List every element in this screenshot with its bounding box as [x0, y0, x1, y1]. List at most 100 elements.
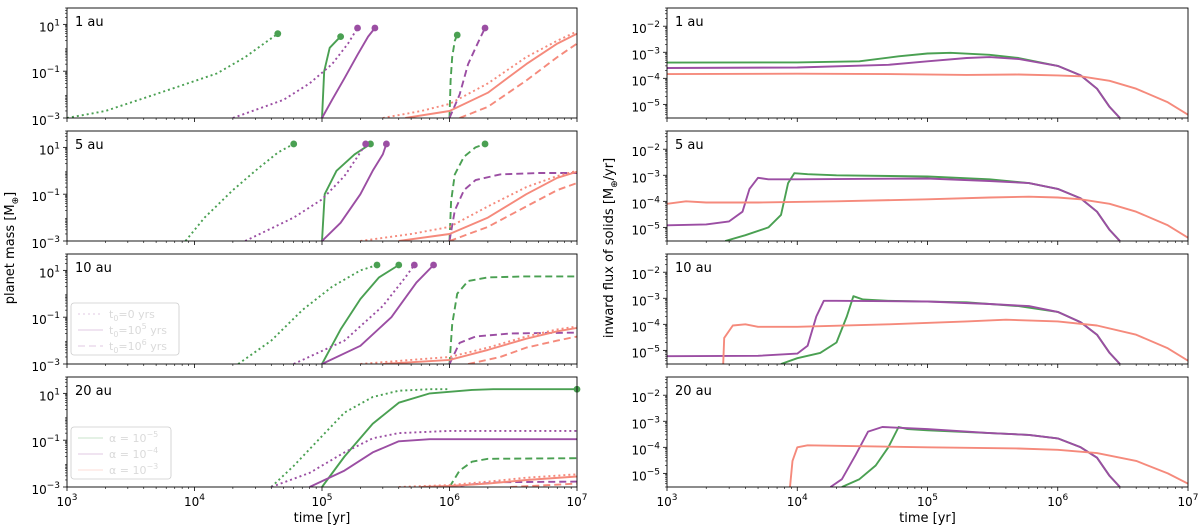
series-salmon-dotted	[360, 325, 577, 364]
y-tick-label: 10−2	[631, 143, 660, 159]
end-marker-green	[367, 140, 374, 148]
y-tick-label: 10−3	[631, 415, 660, 431]
y-tick-label: 101	[39, 18, 60, 34]
left-panel-3: 10−3 10−1 101 10 au	[31, 253, 578, 374]
end-marker-purple	[383, 140, 390, 148]
series-purple-solid	[321, 143, 388, 241]
y-tick-label: 10−5	[631, 221, 660, 237]
panel-label: 5 au	[75, 138, 104, 153]
y-tick-label: 10−3	[631, 292, 660, 308]
series-purple-solid	[321, 264, 435, 364]
end-marker-green	[274, 30, 282, 38]
panel-label: 20 au	[675, 384, 712, 399]
panel-label: 10 au	[75, 261, 112, 276]
series-purple-dashed	[448, 27, 486, 118]
series-purple-solid	[321, 27, 376, 118]
series-purple-dashed	[448, 172, 577, 241]
x-tick-label: 106	[439, 493, 460, 509]
series-green-solid	[724, 172, 1121, 241]
y-tick-label: 10−4	[631, 441, 660, 457]
x-tick-label: 105	[311, 493, 332, 509]
series-purple-dashed	[448, 331, 577, 364]
series-group	[184, 143, 577, 241]
left-panel-1: 10−3 10−1 101 1 au	[31, 7, 578, 128]
y-tick-label: 10−5	[631, 467, 660, 483]
y-tick-label: 10−1	[31, 434, 60, 450]
y-tick-label: 10−4	[631, 195, 660, 211]
series-green-solid	[780, 295, 1121, 364]
right-y-axis-label: inward flux of solids [M⊕/yr]	[602, 158, 620, 338]
axes-frame	[666, 376, 1189, 488]
y-tick-label: 10−1	[31, 188, 60, 204]
series-salmon-solid	[421, 475, 577, 487]
series-salmon-dashed	[510, 482, 577, 487]
y-tick-label: 10−4	[631, 318, 660, 334]
panel-label: 1 au	[75, 15, 104, 30]
right-panel-1: 10−2 10−3 10−4 10−5 1 au	[631, 7, 1189, 122]
series-green-solid	[321, 388, 577, 487]
x-tick-label: 106	[1047, 493, 1068, 509]
end-marker-purple	[371, 24, 379, 32]
legend-alpha-box	[70, 426, 172, 480]
right-panel-3: 10−2 10−3 10−4 10−5 10 au	[631, 253, 1189, 368]
right-panel-4: 10−2 10−3 10−4 10−5 103 104 105 106 107 20 au	[631, 376, 1199, 509]
left-y-axis-label: planet mass [M⊕]	[3, 192, 21, 305]
series-salmon-dashed	[449, 182, 577, 241]
panel-label: 20 au	[75, 384, 112, 399]
series-group	[789, 426, 1188, 487]
x-tick-label: 104	[787, 493, 808, 509]
y-tick-label: 10−2	[631, 266, 660, 282]
y-tick-label: 10−3	[31, 112, 60, 128]
series-green-dotted	[237, 264, 378, 364]
series-green-solid	[841, 426, 1121, 487]
x-tick-label: 107	[1177, 493, 1198, 509]
y-tick-label: 10−5	[631, 344, 660, 360]
series-purple-solid	[667, 56, 1121, 118]
axes-frame	[666, 130, 1189, 242]
end-marker-green	[373, 261, 381, 269]
left-x-axis-label: time [yr]	[294, 511, 351, 526]
x-tick-label: 105	[917, 493, 938, 509]
series-purple-solid	[667, 299, 1121, 364]
y-tick-label: 101	[39, 141, 60, 157]
series-group	[667, 51, 1188, 118]
series-green-solid	[667, 51, 1121, 118]
series-green-dashed	[448, 34, 459, 118]
x-tick-label: 103	[656, 493, 677, 509]
series-group	[667, 172, 1188, 241]
series-salmon-solid	[398, 170, 577, 241]
y-tick-label: 10−3	[631, 169, 660, 185]
series-salmon-dotted	[382, 30, 577, 118]
series-green-dashed	[448, 275, 577, 364]
series-green-solid	[321, 264, 400, 364]
panel-label: 1 au	[675, 15, 704, 30]
end-marker-purple	[481, 24, 489, 32]
series-group	[67, 27, 577, 118]
series-purple-dotted	[244, 143, 367, 241]
series-purple-dotted	[270, 429, 577, 487]
y-tick-label: 10−1	[31, 65, 60, 81]
series-purple-dotted	[232, 27, 359, 118]
series-salmon-dashed	[459, 42, 577, 118]
end-marker-purple	[410, 261, 418, 269]
series-salmon-dotted	[360, 169, 577, 241]
end-marker-green	[395, 261, 403, 269]
series-salmon-solid	[722, 318, 1188, 364]
series-salmon-solid	[382, 326, 577, 364]
series-group	[237, 264, 577, 364]
y-tick-label: 10−4	[631, 72, 660, 88]
end-marker-green	[337, 33, 345, 41]
x-tick-label: 107	[566, 493, 587, 509]
y-tick-label: 10−3	[31, 481, 60, 497]
end-marker-green	[290, 140, 298, 148]
series-purple-solid	[309, 438, 577, 487]
series-salmon-solid	[789, 444, 1188, 487]
end-marker-purple	[430, 261, 437, 269]
series-green-dashed	[448, 457, 577, 487]
end-marker-green	[453, 31, 461, 39]
panel-label: 10 au	[675, 261, 712, 276]
series-green-solid	[321, 35, 342, 118]
y-tick-label: 10−5	[631, 98, 660, 114]
